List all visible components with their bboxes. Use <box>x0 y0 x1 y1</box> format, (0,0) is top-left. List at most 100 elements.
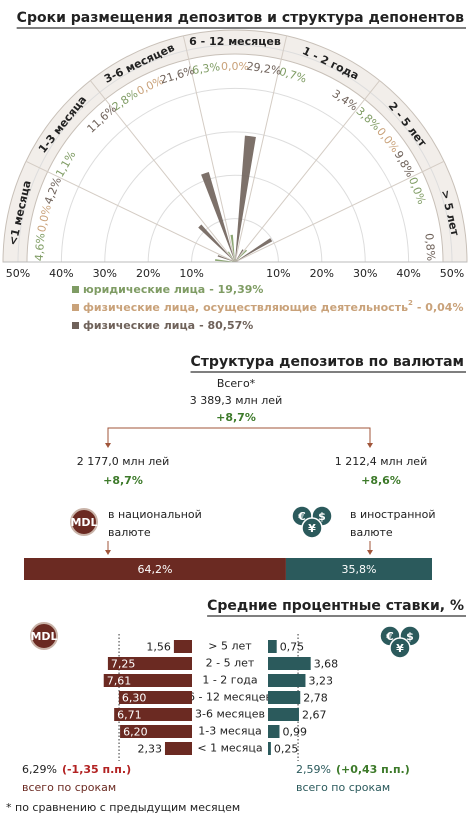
value-label: 0,0% <box>221 60 249 73</box>
arrow-head <box>105 550 111 555</box>
rate-label: 2,78 <box>303 692 328 705</box>
total-change: +8,7% <box>216 411 256 424</box>
legend-name: физические лица <box>83 319 195 332</box>
category-label: < 1 месяца <box>197 742 262 755</box>
mdl-icon-label: MDL <box>30 630 57 643</box>
average-change: (+0,43 п.п.) <box>336 763 410 776</box>
r-tick-label: 30% <box>93 267 117 280</box>
value-label: 21,6% <box>159 64 196 87</box>
rate-bar <box>268 691 301 704</box>
rate-bar <box>268 742 271 755</box>
rate-label: 2,33 <box>137 743 162 756</box>
share-label: 64,2% <box>137 563 172 576</box>
value-label: 4,6% <box>33 233 48 262</box>
rate-bar <box>173 640 192 653</box>
amount: 2 177,0 млн лей <box>77 455 169 468</box>
wedge <box>235 135 256 262</box>
currency-name: валюте <box>350 526 393 539</box>
section-title: Сроки размещения депозитов и структура д… <box>17 10 464 26</box>
wedge <box>198 224 235 262</box>
wedge <box>235 261 239 262</box>
average-summary: 2,59% (+0,43 п.п.) <box>296 763 410 776</box>
wedge <box>227 251 235 262</box>
category-label: 2 - 5 лет <box>206 657 255 670</box>
arrow-head <box>105 443 111 448</box>
rate-label: 3,68 <box>314 658 339 671</box>
rate-label: 0,99 <box>282 726 307 739</box>
rate-label: 6,30 <box>122 692 147 705</box>
category-label: 1 - 2 года <box>202 674 257 687</box>
average-summary: 6,29% (-1,35 п.п.) <box>22 763 131 776</box>
grid-arc <box>60 87 410 263</box>
share-bar <box>285 558 432 580</box>
arrow-head <box>367 443 373 448</box>
legend-name: юридические лица <box>83 283 205 296</box>
rate-bar <box>268 725 280 738</box>
average-value: 2,59% <box>296 763 331 776</box>
category-label: 1-3 месяца <box>198 725 261 738</box>
coin <box>301 517 323 539</box>
rate-label: 0,25 <box>274 743 299 756</box>
coin-symbol: ¥ <box>308 522 316 535</box>
r-tick-label: 50% <box>6 267 30 280</box>
grid-arc <box>191 218 279 263</box>
wedge <box>235 249 248 262</box>
rate-bar <box>164 742 192 755</box>
legend-swatch <box>72 304 79 311</box>
rate-label: 0,75 <box>280 641 305 654</box>
wedge <box>215 259 235 262</box>
wedge <box>201 171 235 262</box>
rate-bar <box>268 674 306 687</box>
r-tick-label: 50% <box>440 267 464 280</box>
coin <box>389 637 411 659</box>
arrow-head <box>367 550 373 555</box>
rate-bar <box>114 708 192 721</box>
grid-arc <box>104 131 366 263</box>
r-tick-label: 20% <box>136 267 160 280</box>
spoke <box>234 160 445 263</box>
legend-share: - 19,39% <box>209 283 263 296</box>
total-caption: Всего* <box>217 377 256 390</box>
grid-arc <box>17 44 453 263</box>
coin-symbol: $ <box>318 510 326 523</box>
currency-name: валюте <box>108 526 151 539</box>
rate-bar <box>120 725 192 738</box>
rate-label: 2,67 <box>302 709 327 722</box>
amount: 1 212,4 млн лей <box>335 455 427 468</box>
r-tick-label: 40% <box>396 267 420 280</box>
average-value: 6,29% <box>22 763 57 776</box>
average-caption: всего по срокам <box>22 781 116 794</box>
r-tick-label: 10% <box>266 267 290 280</box>
legend-entry: физические лица - 80,57% <box>83 319 253 332</box>
category-label: 3-6 месяцев <box>195 708 265 721</box>
rate-bar <box>118 691 192 704</box>
sector-label: 6 - 12 месяцев <box>189 35 281 48</box>
rate-label: 6,20 <box>123 726 148 739</box>
mdl-icon <box>30 622 58 650</box>
legend-entry: физические лица, осуществляющие деятельн… <box>83 299 463 314</box>
rate-bar <box>103 674 192 687</box>
bracket <box>107 427 371 445</box>
amount-change: +8,7% <box>103 474 143 487</box>
value-label: 0,0% <box>406 175 428 206</box>
wedge <box>217 255 235 262</box>
legend-name: физические лица, осуществляющие деятельн… <box>83 301 408 314</box>
category-label: > 5 лет <box>208 640 252 653</box>
rate-label: 7,25 <box>111 658 135 671</box>
r-tick-label: 40% <box>49 267 73 280</box>
value-label: 0,0% <box>35 203 54 233</box>
rate-label: 3,23 <box>308 675 333 688</box>
rate-bar <box>268 657 311 670</box>
legend-entry: юридические лица - 19,39% <box>83 283 263 296</box>
category-label: 6 - 12 месяцев <box>188 691 272 704</box>
mdl-icon-label: MDL <box>70 516 97 529</box>
coin-symbol: $ <box>406 630 414 643</box>
spoke <box>25 160 236 263</box>
grid-arc <box>147 174 323 263</box>
rate-bar <box>268 640 277 653</box>
coin-symbol: € <box>297 510 306 523</box>
value-label: 29,2% <box>246 60 282 78</box>
r-tick-label: 20% <box>310 267 334 280</box>
spoke <box>234 35 288 263</box>
